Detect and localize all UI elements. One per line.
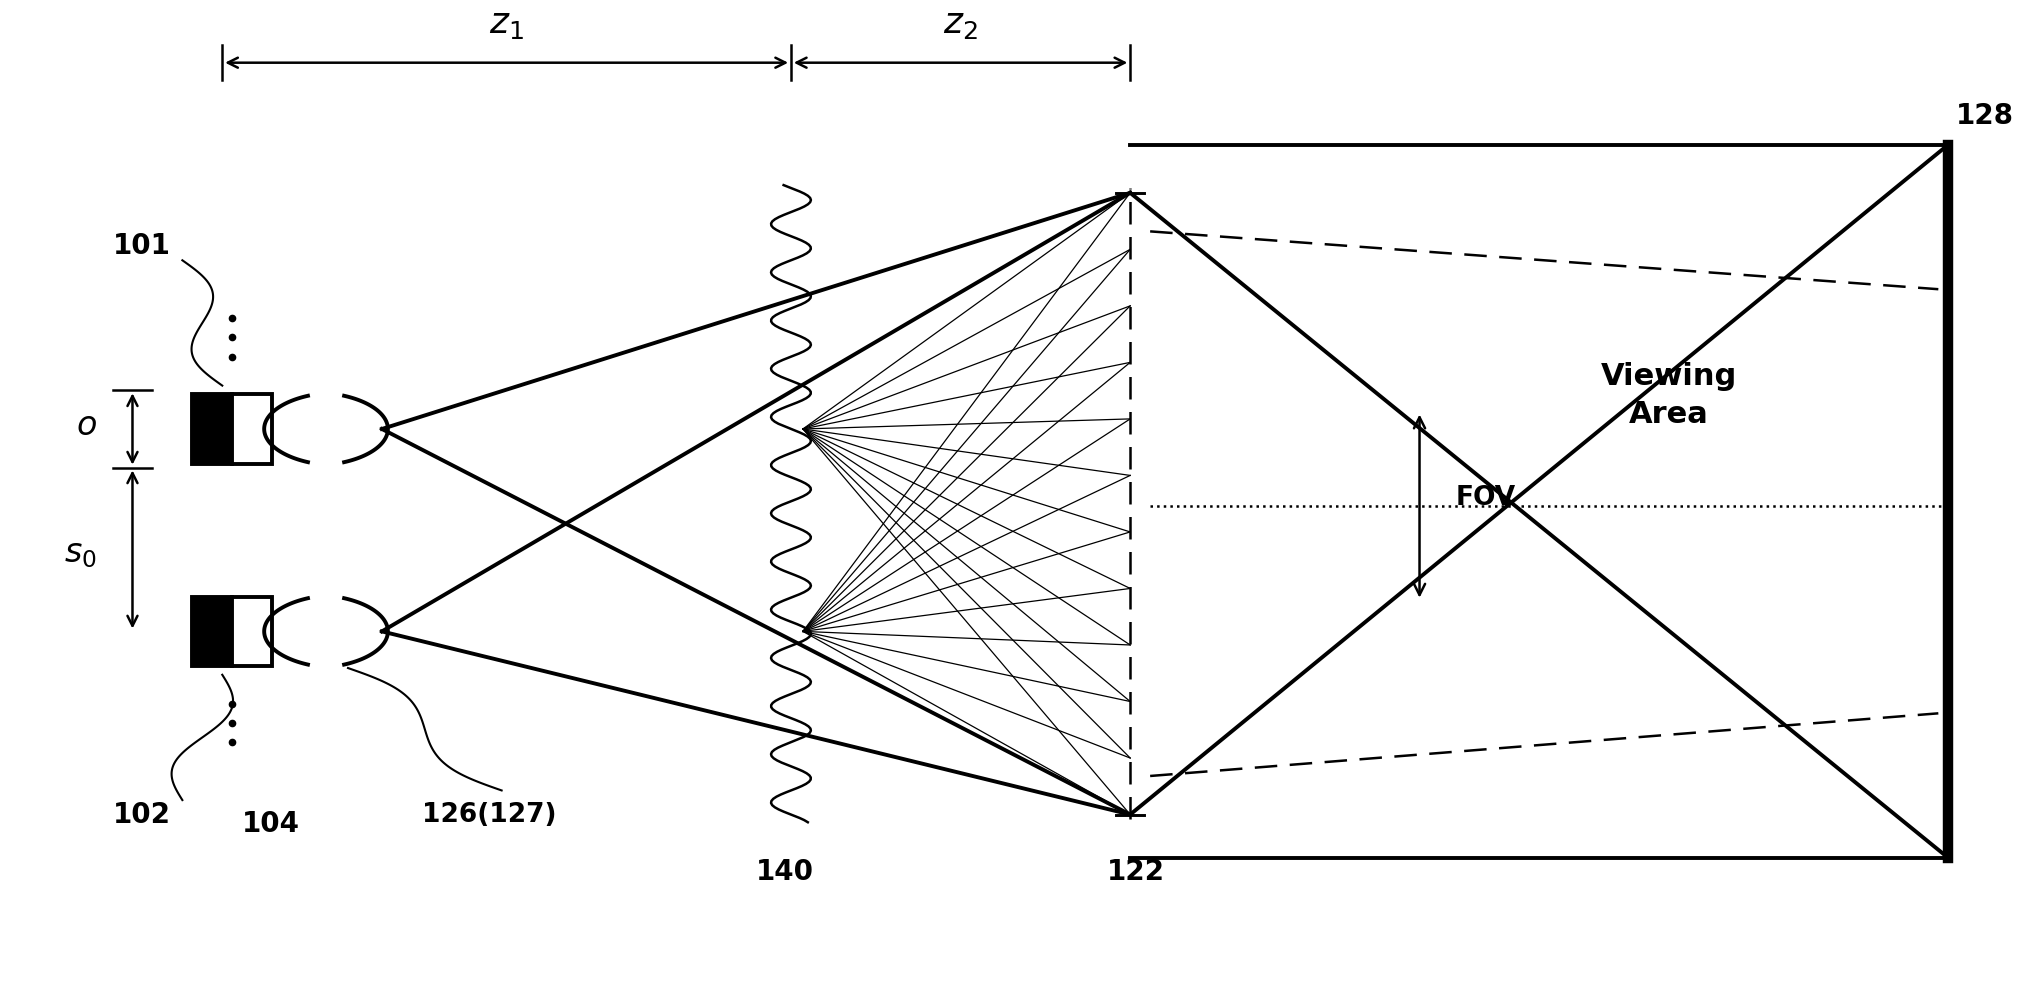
- Text: $z_1$: $z_1$: [488, 8, 525, 41]
- Text: 102: 102: [113, 801, 170, 828]
- Text: 140: 140: [756, 859, 814, 886]
- Text: 122: 122: [1106, 859, 1165, 886]
- Text: $z_2$: $z_2$: [944, 8, 979, 41]
- Text: 128: 128: [1957, 102, 2014, 130]
- Text: 126(127): 126(127): [421, 802, 557, 827]
- Text: $o$: $o$: [75, 408, 97, 442]
- Text: 104: 104: [243, 810, 300, 838]
- Text: Viewing
Area: Viewing Area: [1601, 362, 1736, 429]
- Bar: [233, 597, 271, 667]
- Bar: [233, 394, 271, 463]
- Text: 101: 101: [113, 232, 170, 260]
- Text: $s_0$: $s_0$: [65, 536, 97, 570]
- Bar: [192, 597, 233, 667]
- Bar: [192, 394, 233, 463]
- Text: FOV: FOV: [1455, 485, 1515, 512]
